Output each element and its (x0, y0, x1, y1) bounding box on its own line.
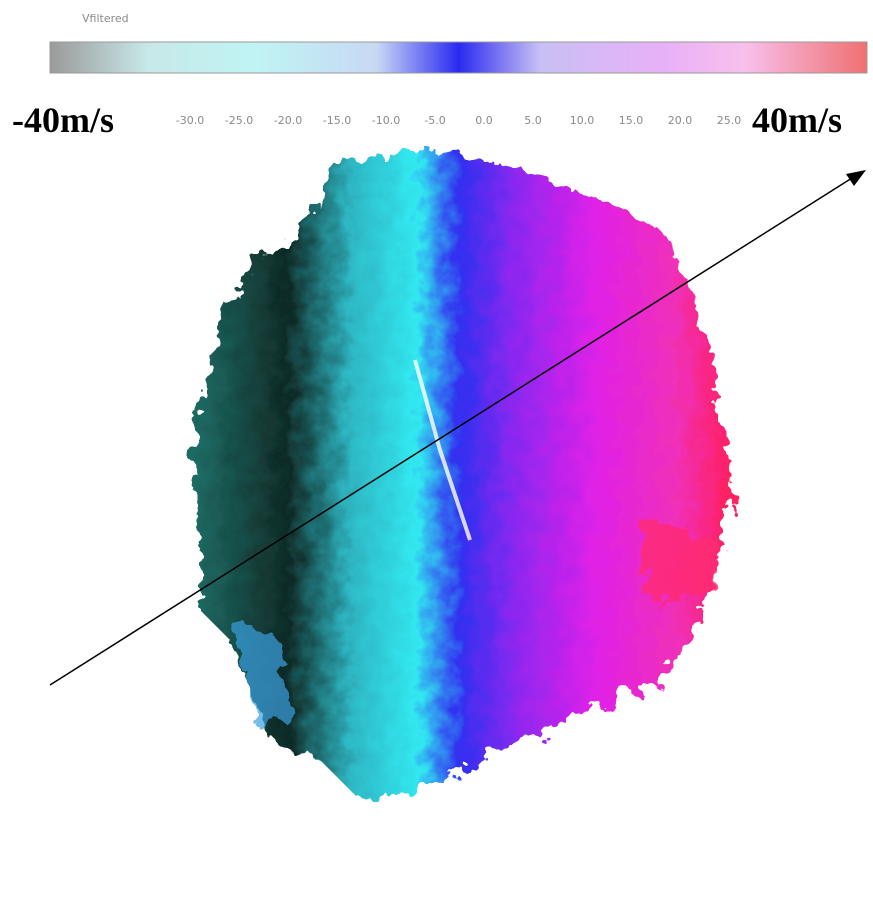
min-label: -40m/s (12, 100, 114, 140)
radar-echo (190, 150, 735, 800)
colorbar-tick-label: 0.0 (475, 114, 493, 127)
colorbar (50, 42, 867, 73)
colorbar-tick-label: 25.0 (717, 114, 742, 127)
colorbar-tick-label: 20.0 (668, 114, 693, 127)
colorbar-tick-label: -15.0 (323, 114, 351, 127)
colorbar-tick-label: 10.0 (570, 114, 595, 127)
colorbar-tick-label: 15.0 (619, 114, 644, 127)
colorbar-tick-label: -5.0 (424, 114, 445, 127)
colorbar-tick-label: -20.0 (274, 114, 302, 127)
max-label: 40m/s (752, 100, 842, 140)
colorbar-tick-label: 5.0 (524, 114, 542, 127)
radar-view: Vfiltered -40m/s 40m/s -30.0 -25.0 -20.0 -1… (0, 0, 873, 898)
colorbar-title: Vfiltered (82, 12, 129, 25)
colorbar-tick-label: -10.0 (372, 114, 400, 127)
colorbar-tick-label: -25.0 (225, 114, 253, 127)
arrow-head (846, 170, 866, 186)
colorbar-tick-label: -30.0 (176, 114, 204, 127)
